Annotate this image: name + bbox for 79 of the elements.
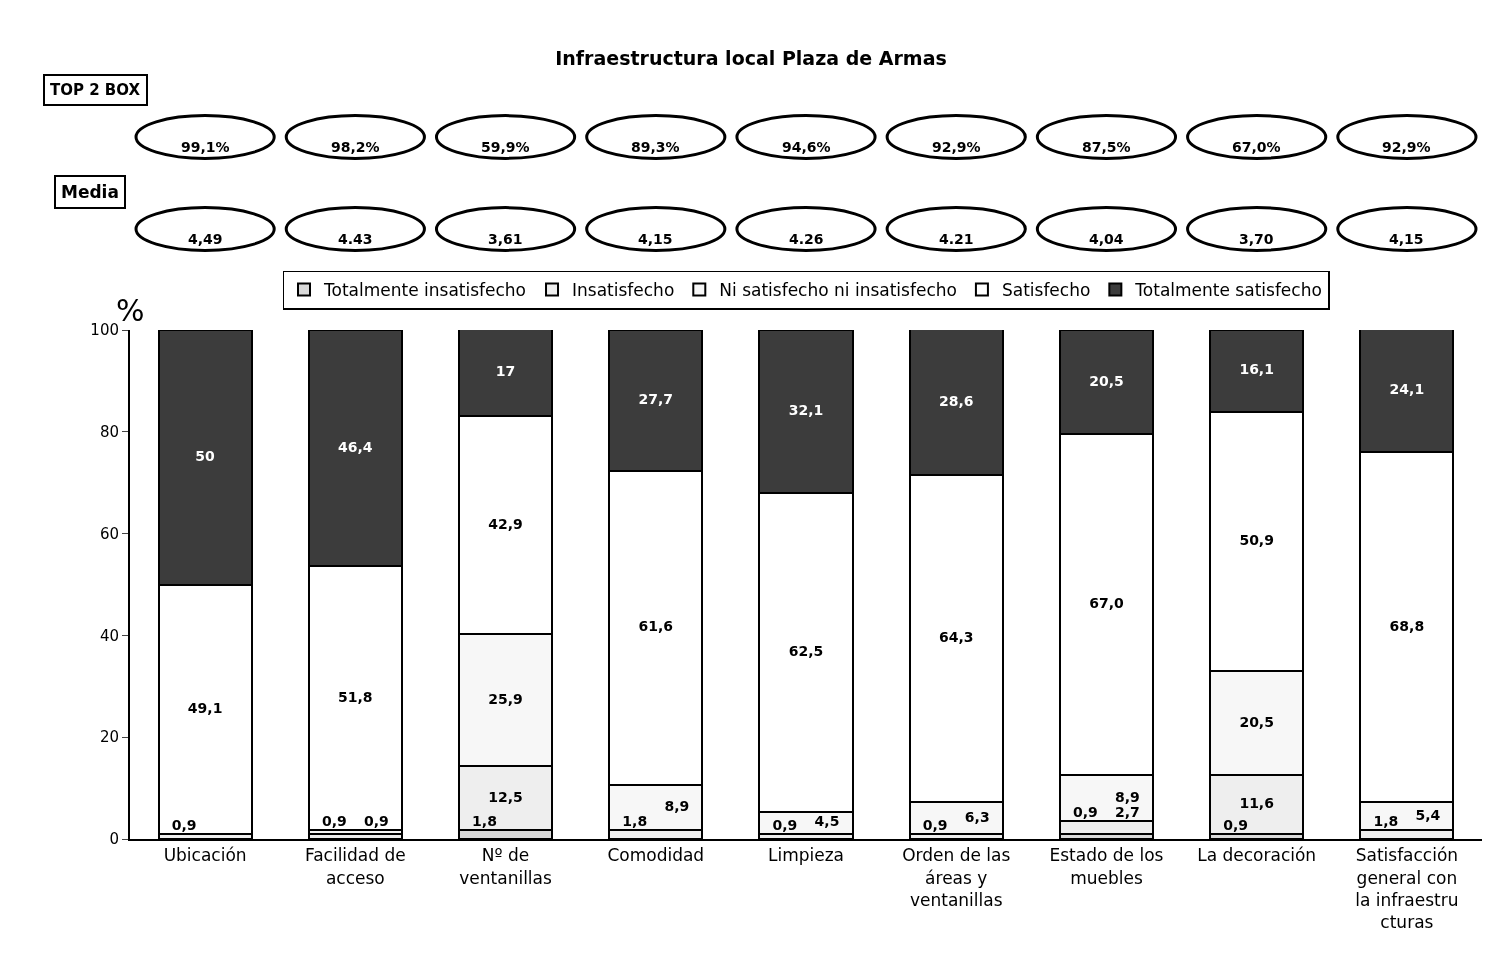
x-tick-label: Nº de ventanillas	[459, 845, 552, 888]
data-label: 67,0	[1089, 595, 1124, 612]
text: 3,61	[488, 231, 523, 247]
y-tick-label: 100	[90, 321, 119, 340]
legend-label: Totalmente insatisfecho	[323, 280, 527, 301]
data-label: 16,1	[1239, 361, 1274, 378]
text: 98,2%	[331, 139, 380, 155]
data-label: 17	[495, 363, 516, 380]
text: 4.21	[939, 231, 974, 247]
text: 87,5%	[1082, 139, 1131, 155]
data-label: 64,3	[938, 629, 974, 646]
text: 59,9%	[481, 139, 530, 155]
text: 92,9%	[1382, 139, 1431, 155]
data-label: 11,6	[1239, 795, 1274, 812]
text: TOP 2 BOX	[50, 81, 141, 99]
data-label: 50,9	[1239, 531, 1274, 548]
text: Media	[61, 182, 119, 202]
data-label: 1,8	[472, 812, 497, 829]
data-label: 27,7	[638, 391, 674, 407]
text: 4,15	[1389, 231, 1424, 247]
x-tick-label: Comodidad	[607, 845, 705, 866]
x-tick-label: Estado de los muebles	[1049, 845, 1164, 888]
x-tick-label: Ubicación	[163, 845, 247, 866]
text: 3,70	[1239, 231, 1274, 247]
text: 4,15	[638, 231, 673, 247]
legend-label: Satisfecho	[1001, 280, 1091, 301]
y-tick-label: 60	[99, 524, 119, 543]
chart-title: Infraestructura local Plaza de Armas	[555, 46, 947, 69]
data-label: 49,1	[187, 699, 223, 716]
data-label: 50	[195, 447, 216, 464]
legend-label: Totalmente satisfecho	[1134, 280, 1322, 301]
data-label: 1,8	[1373, 812, 1399, 829]
y-tick-label: 0	[109, 830, 119, 849]
data-label: 24,1	[1389, 381, 1425, 398]
data-label: 5,4	[1415, 806, 1441, 823]
data-label: 0,9	[922, 817, 948, 834]
y-tick-label: 40	[99, 626, 119, 645]
x-tick-label: Facilidad de acceso	[304, 845, 406, 888]
data-label: 1,8	[622, 812, 648, 829]
data-label: 62,5	[788, 642, 824, 659]
y-tick-label: 80	[99, 423, 119, 442]
data-label: 8,9	[664, 797, 690, 814]
text: 89,3%	[631, 139, 680, 155]
data-label: 51,8	[338, 688, 373, 705]
text: 94,6%	[782, 139, 831, 155]
data-label: 4,5	[814, 813, 840, 830]
x-tick-label: Limpieza	[767, 845, 845, 866]
data-label: 12,5	[488, 788, 523, 805]
data-label: 61,6	[638, 618, 674, 635]
data-label: 0,9	[1223, 817, 1249, 834]
data-label: 0,9	[363, 812, 389, 829]
data-label: 0,9	[321, 812, 347, 829]
data-label: 68,8	[1389, 617, 1425, 634]
y-tick-label: 20	[99, 728, 119, 747]
data-label: 8,9	[1115, 788, 1140, 805]
data-label: 28,6	[938, 392, 974, 409]
data-label: 25,9	[488, 690, 523, 707]
text: 4.43	[338, 231, 373, 247]
data-label: 2,7	[1115, 803, 1140, 820]
x-tick-label: Orden de las áreas y ventanillas	[902, 845, 1011, 910]
data-label: 20,5	[1239, 713, 1274, 730]
data-label: 42,9	[488, 515, 523, 532]
data-label: 0,9	[171, 817, 197, 834]
data-label: 6,3	[964, 808, 990, 825]
data-label: 20,5	[1089, 372, 1124, 389]
data-label: 32,1	[788, 402, 824, 419]
text: 4,49	[188, 231, 223, 247]
data-label: 46,4	[338, 438, 373, 455]
text: 99,1%	[181, 139, 230, 155]
x-tick-label: Satisfacción general con la infraestructuras	[1355, 845, 1459, 932]
text: 4.26	[789, 231, 824, 247]
text: 4,04	[1089, 231, 1124, 247]
legend-label: Insatisfecho	[572, 280, 675, 301]
legend-label: Ni satisfecho ni insatisfecho	[719, 280, 957, 301]
text: 67,0%	[1232, 139, 1281, 155]
data-label: 0,9	[772, 817, 798, 834]
data-label: 0,9	[1073, 803, 1098, 820]
x-tick-label: La decoración	[1197, 845, 1317, 866]
text: 92,9%	[932, 139, 981, 155]
